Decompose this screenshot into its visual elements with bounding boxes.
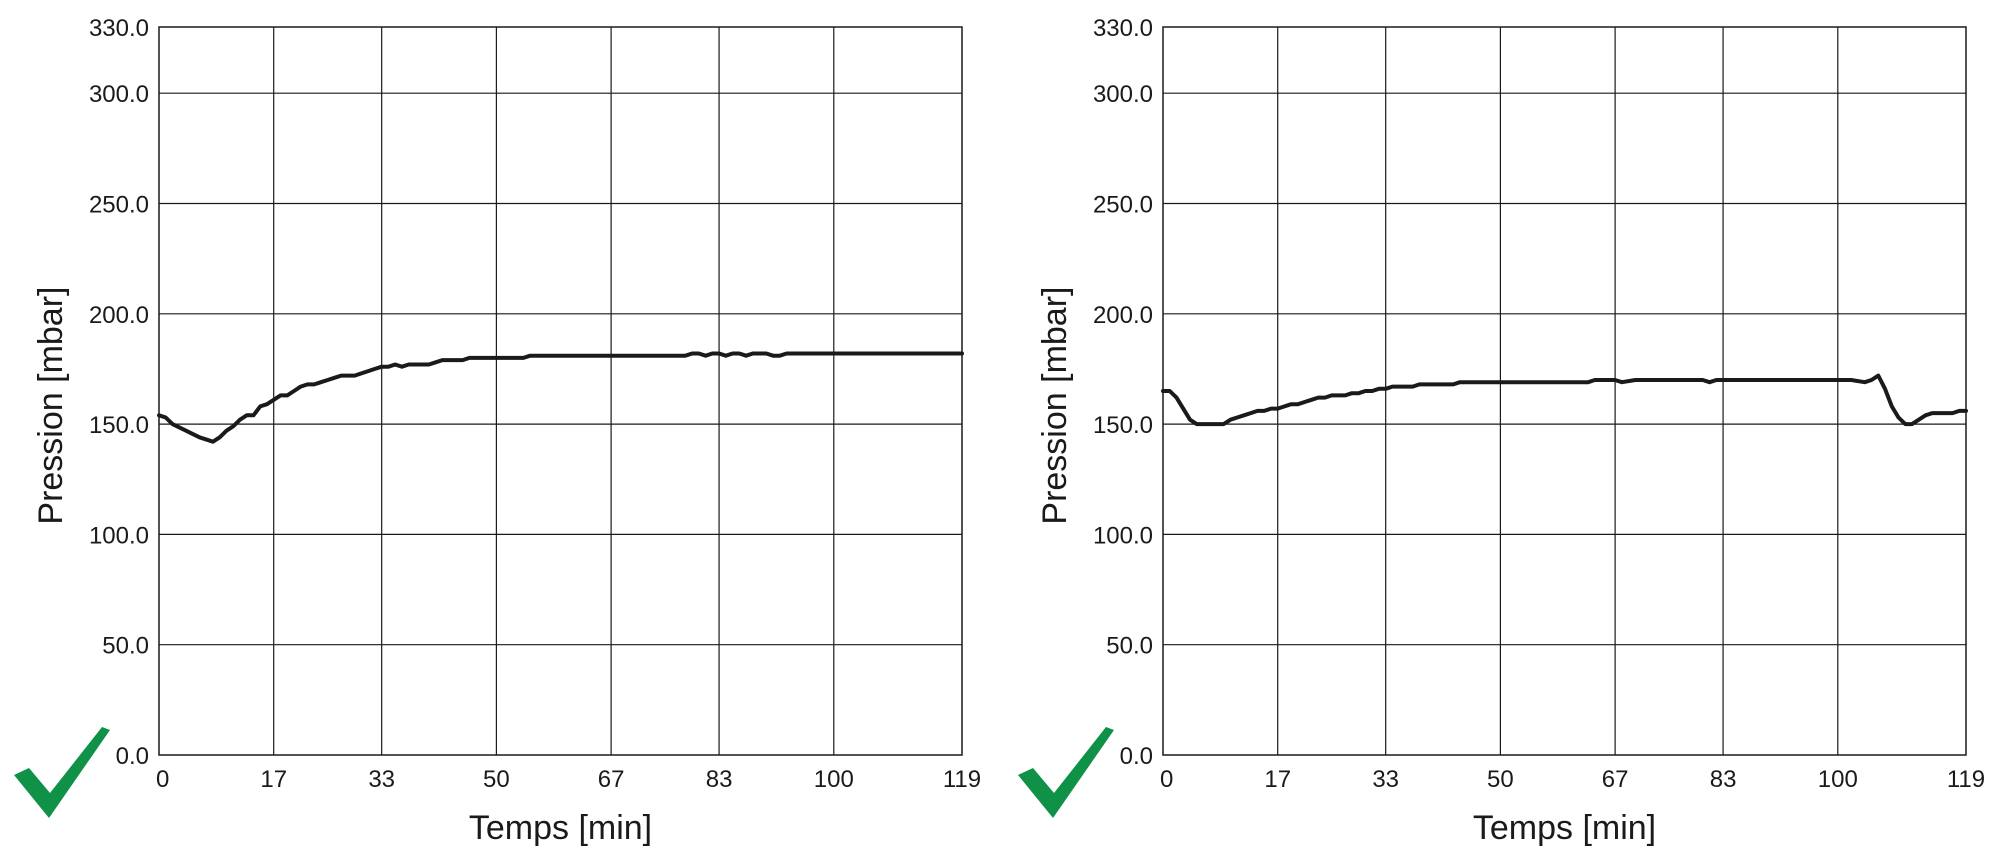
y-tick-label: 50.0 <box>102 633 149 660</box>
x-tick-label: 119 <box>943 766 981 793</box>
x-tick-label: 83 <box>1710 766 1737 793</box>
y-tick-label: 50.0 <box>1106 633 1153 660</box>
y-tick-label: 250.0 <box>89 191 149 218</box>
x-tick-label: 17 <box>260 766 287 793</box>
x-tick-label: 33 <box>1372 766 1399 793</box>
x-tick-label: 67 <box>1602 766 1629 793</box>
chart-right: 0 17 33 50 67 83 100 119 0.0 50.0 100.0 150.0 200.0 2… <box>1018 15 1985 847</box>
y-axis-label: Pression [mbar] <box>1036 287 1074 525</box>
y-tick-label: 300.0 <box>1093 81 1153 108</box>
y-tick-label: 330.0 <box>89 15 149 42</box>
x-tick-label: 50 <box>1487 766 1514 793</box>
y-tick-label: 200.0 <box>1093 302 1153 329</box>
y-tick-label: 150.0 <box>1093 412 1153 439</box>
x-tick-label: 50 <box>483 766 510 793</box>
plot-frame <box>158 26 963 756</box>
x-tick-label: 17 <box>1264 766 1291 793</box>
y-tick-label: 200.0 <box>89 302 149 329</box>
x-axis-label: Temps [min] <box>469 809 652 847</box>
y-tick-label: 150.0 <box>89 412 149 439</box>
y-tick-label: 100.0 <box>89 522 149 549</box>
y-axis-label: Pression [mbar] <box>32 287 70 525</box>
y-tick-label: 300.0 <box>89 81 149 108</box>
x-tick-label: 33 <box>368 766 395 793</box>
x-tick-label: 67 <box>598 766 625 793</box>
y-tick-label: 0.0 <box>1120 743 1153 770</box>
y-tick-label: 0.0 <box>116 743 149 770</box>
x-tick-label: 0 <box>156 766 169 793</box>
x-tick-label: 100 <box>814 766 854 793</box>
y-tick-label: 100.0 <box>1093 522 1153 549</box>
plot-frame <box>1162 26 1967 756</box>
x-axis-label: Temps [min] <box>1473 809 1656 847</box>
y-tick-label: 250.0 <box>1093 191 1153 218</box>
x-tick-label: 100 <box>1818 766 1858 793</box>
checkmark-icon <box>1018 727 1114 818</box>
checkmark-icon <box>14 727 110 818</box>
x-tick-label: 0 <box>1160 766 1173 793</box>
x-tick-label: 83 <box>706 766 733 793</box>
pressure-series-line <box>157 351 964 444</box>
y-tick-label: 330.0 <box>1093 15 1153 42</box>
pressure-series-line <box>1161 373 1968 427</box>
chart-left: 0 17 33 50 67 83 100 119 0.0 50.0 100.0 150.0 200.0 2… <box>14 15 981 847</box>
x-tick-label: 119 <box>1947 766 1985 793</box>
